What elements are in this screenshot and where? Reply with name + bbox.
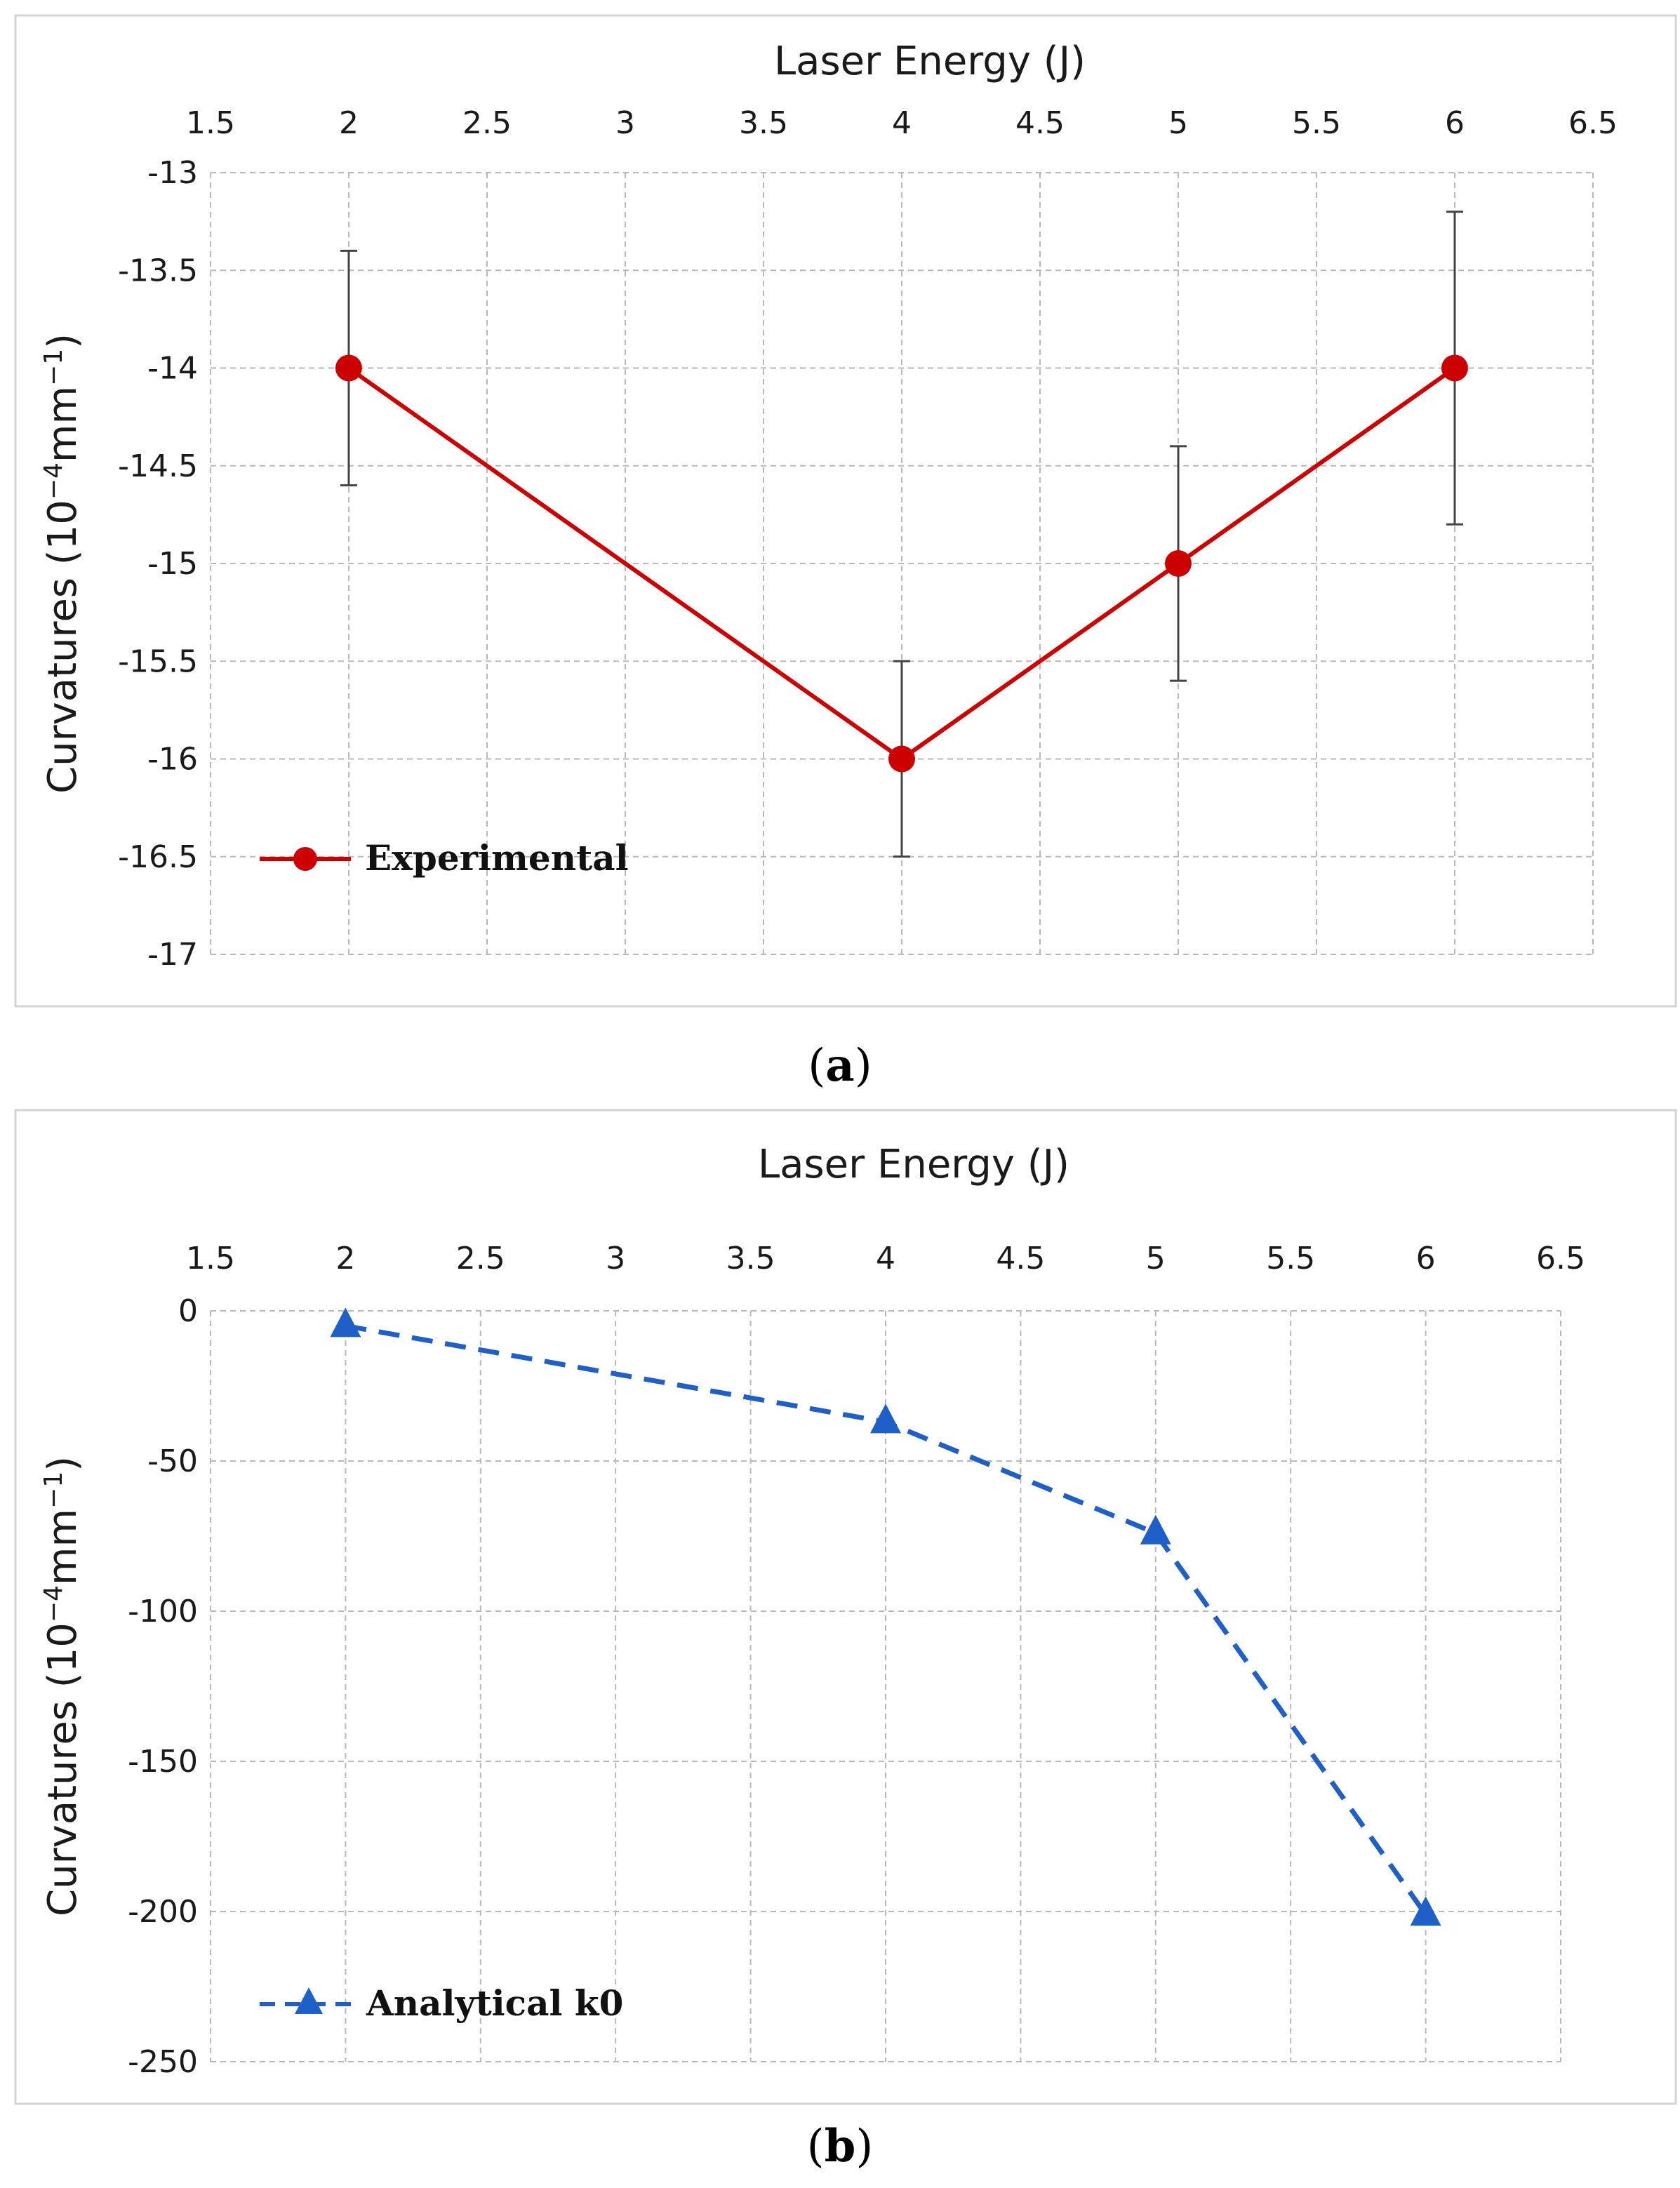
y-tick-label: -50 <box>147 1443 198 1479</box>
x-tick-label: 3.5 <box>739 105 788 141</box>
x-tick-label: 1.5 <box>186 105 235 141</box>
y-tick-label: -15 <box>147 546 198 582</box>
x-tick-label: 6.5 <box>1536 1241 1585 1276</box>
x-tick-label: 2 <box>339 105 359 141</box>
x-tick-label: 2 <box>335 1241 355 1276</box>
data-point <box>1165 550 1192 577</box>
x-tick-label: 5 <box>1168 105 1188 141</box>
x-tick-label: 1.5 <box>186 1241 235 1276</box>
y-tick-label: -15.5 <box>118 643 198 679</box>
y-axis-label-part: ) <box>40 1456 86 1472</box>
data-point <box>1410 1896 1441 1926</box>
x-axis-label: Laser Energy (J) <box>758 1142 1069 1187</box>
y-axis-label-part: Curvatures (10 <box>40 1622 86 1916</box>
legend-marker <box>293 847 317 871</box>
chart-panel-b: 1.5 2 2.5 3 3.5 4 4.5 5 5.5 6 6.5 0 -50 -100 -150 -200 -… <box>14 1109 1677 2173</box>
x-tick-label: 4 <box>876 1241 895 1276</box>
y-axis-label-part: −4 <box>39 1585 68 1622</box>
data-point <box>888 745 915 773</box>
y-tick-label: -250 <box>128 2044 198 2080</box>
y-tick-label: -13 <box>147 155 198 191</box>
y-tick-label: -16.5 <box>118 839 198 875</box>
y-axis-label-part: −1 <box>39 1472 68 1509</box>
y-axis-label-part: mm <box>40 1509 86 1585</box>
legend: Experimental <box>260 837 629 879</box>
legend: Analytical k0 <box>260 1982 623 2024</box>
y-tick-label: -200 <box>128 1894 198 1930</box>
series-experimental <box>335 211 1468 858</box>
x-tick-label: 5.5 <box>1292 105 1341 141</box>
y-axis-label-part: mm <box>40 386 86 462</box>
y-axis-label-part: ) <box>40 333 86 349</box>
y-tick-label: -14 <box>147 351 198 387</box>
x-tick-label: 3 <box>606 1241 625 1276</box>
chart-panel-a: 1.5 2 2.5 3 3.5 4 4.5 5 5.5 6 6.5 -13 -13.5 -14 -14.5 -… <box>14 14 1677 1092</box>
x-tick-label: 6.5 <box>1568 105 1618 141</box>
data-point <box>870 1403 901 1434</box>
series-line <box>345 1323 1428 1916</box>
y-tick-label: -13.5 <box>118 253 198 288</box>
y-axis-label-part: −1 <box>39 349 68 386</box>
legend-marker <box>295 1987 323 2014</box>
chart-frame <box>14 1109 1677 2105</box>
y-tick-label: -17 <box>147 937 198 973</box>
data-point <box>335 354 362 382</box>
x-tick-label: 6 <box>1445 105 1465 141</box>
x-axis-label: Laser Energy (J) <box>774 39 1086 84</box>
y-tick-label: -100 <box>128 1594 198 1629</box>
x-tick-label: 4 <box>892 105 912 141</box>
legend-label: Analytical k0 <box>366 1982 623 2024</box>
y-axis-label: Curvatures (10−4mm−1) <box>39 333 86 794</box>
y-axis-label-part: Curvatures (10 <box>40 500 86 794</box>
panel-caption-paren: ( <box>808 1040 825 1092</box>
panel-caption-letter: b <box>825 2120 856 2173</box>
x-tick-label: 5 <box>1146 1241 1166 1276</box>
x-tick-label: 2.5 <box>456 1241 505 1276</box>
x-tick-label: 4.5 <box>996 1241 1045 1276</box>
y-axis-label-part: −4 <box>39 462 68 500</box>
x-tick-label: 2.5 <box>462 105 512 141</box>
x-tick-label: 4.5 <box>1015 105 1065 141</box>
chart-frame <box>14 14 1677 1008</box>
legend-label: Experimental <box>365 837 629 879</box>
data-point <box>1140 1514 1171 1545</box>
data-point <box>1441 354 1468 382</box>
y-tick-label: 0 <box>178 1293 198 1329</box>
panel-caption: (a) <box>808 1039 872 1092</box>
x-tick-label: 3 <box>615 105 635 141</box>
series-analytical-k0 <box>330 1307 1441 1926</box>
panel-caption-paren: ) <box>855 1040 872 1092</box>
series-line <box>347 366 1456 761</box>
y-axis-label: Curvatures (10−4mm−1) <box>39 1456 86 1916</box>
x-tick-label: 3.5 <box>726 1241 775 1276</box>
y-tick-label: -14.5 <box>118 448 198 484</box>
x-tick-label: 6 <box>1416 1241 1436 1276</box>
panel-caption-paren: ) <box>855 2121 873 2173</box>
panel-caption-paren: ( <box>807 2121 825 2173</box>
x-tick-label: 5.5 <box>1266 1241 1315 1276</box>
y-tick-label: -150 <box>128 1744 198 1780</box>
panel-caption-letter: a <box>825 1039 854 1092</box>
y-tick-label: -16 <box>147 742 198 778</box>
data-point <box>330 1307 361 1338</box>
panel-caption: (b) <box>807 2120 874 2173</box>
